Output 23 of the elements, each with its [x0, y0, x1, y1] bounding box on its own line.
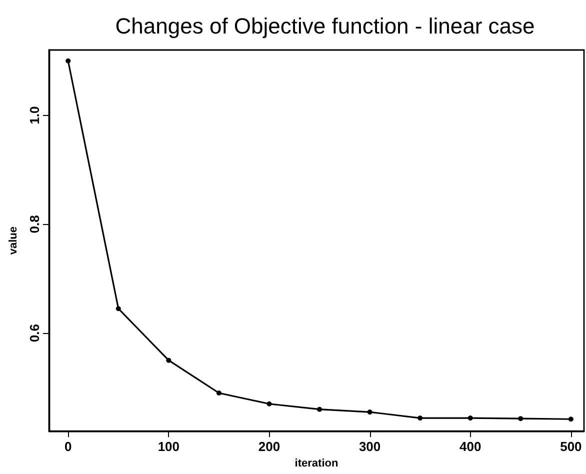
point: [66, 58, 71, 64]
x-tick-label: 300: [358, 439, 381, 454]
point: [116, 306, 121, 312]
point: [266, 401, 272, 406]
point: [367, 410, 372, 415]
y-tick-label: 1.0: [27, 106, 42, 124]
x-tick-label: 0: [64, 439, 72, 454]
y-tick-label: 0.6: [27, 324, 42, 342]
point: [518, 416, 524, 422]
x-tick-label: 200: [258, 439, 280, 454]
point: [418, 416, 423, 421]
x-tick-label: 500: [560, 439, 582, 454]
chart-title: Changes of Objective function - linear case: [115, 14, 535, 38]
point: [568, 416, 574, 422]
y-axis-title: value: [8, 226, 20, 255]
point: [468, 416, 473, 421]
point: [216, 390, 222, 396]
x-tick-label: 100: [158, 439, 180, 454]
point: [166, 358, 172, 363]
x-axis-title: iteration: [294, 458, 338, 470]
point: [317, 406, 322, 412]
x-tick-label: 400: [460, 439, 482, 454]
y-tick-label: 0.8: [27, 215, 42, 234]
